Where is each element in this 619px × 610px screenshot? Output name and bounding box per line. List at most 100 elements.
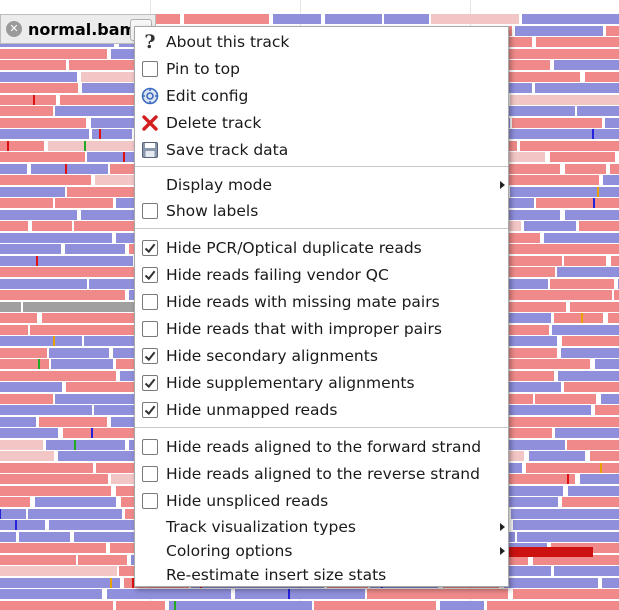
- menu-item-hide-unmapped[interactable]: Hide unmapped reads: [135, 397, 508, 423]
- read: [510, 186, 619, 197]
- read: [55, 198, 113, 208]
- read: [601, 393, 619, 404]
- read: [0, 497, 30, 507]
- menu-item-hide-failing-qc[interactable]: Hide reads failing vendor QC: [135, 262, 508, 288]
- read: [522, 14, 619, 24]
- read: [526, 462, 619, 473]
- read: [483, 359, 590, 369]
- menu-item-show-labels[interactable]: Show labels: [135, 198, 508, 224]
- checkbox-checked-icon: [140, 346, 160, 366]
- read: [487, 600, 619, 610]
- read: [513, 520, 619, 530]
- mismatch-mark: [600, 462, 602, 473]
- menu-item-label: Hide unspliced reads: [166, 492, 329, 510]
- mismatch-mark: [36, 255, 38, 266]
- read: [554, 566, 619, 576]
- checkbox-checked-icon: [140, 238, 160, 258]
- read: [610, 163, 619, 174]
- checkbox-icon: [140, 292, 160, 312]
- delete-icon: [140, 113, 160, 133]
- read: [562, 497, 619, 507]
- read: [0, 198, 53, 208]
- close-icon[interactable]: ✕: [6, 21, 22, 37]
- read: [0, 451, 54, 461]
- menu-item-hide-forward-strand[interactable]: Hide reads aligned to the forward strand: [135, 434, 508, 460]
- submenu-arrow-icon: [500, 547, 505, 555]
- read: [74, 221, 148, 231]
- menu-item-re-estimate-insert-size[interactable]: Re-estimate insert size stats: [135, 562, 508, 588]
- read: [503, 416, 619, 427]
- menu-item-hide-reverse-strand[interactable]: Hide reads aligned to the reverse strand: [135, 461, 508, 487]
- menu-item-about-this-track[interactable]: ? About this track: [135, 29, 508, 55]
- read: [23, 301, 160, 312]
- menu-item-label: Track visualization types: [166, 518, 356, 536]
- menu-item-label: Hide reads with missing mate pairs: [166, 293, 440, 311]
- menu-item-hide-supplementary[interactable]: Hide supplementary alignments: [135, 370, 508, 396]
- read: [74, 531, 161, 542]
- save-icon: [140, 140, 160, 160]
- menu-item-delete-track[interactable]: Delete track: [135, 110, 508, 136]
- read: [602, 577, 619, 588]
- checkbox-checked-icon: [140, 400, 160, 420]
- read: [325, 14, 382, 24]
- read: [495, 439, 565, 450]
- menu-item-spacer: [140, 541, 160, 561]
- read: [314, 600, 436, 610]
- menu-item-hide-missing-mate[interactable]: Hide reads with missing mate pairs: [135, 289, 508, 315]
- menu-item-hide-improper-pairs[interactable]: Hide reads that with improper pairs: [135, 316, 508, 342]
- read: [0, 508, 26, 519]
- checkbox-icon: [140, 59, 160, 79]
- read: [0, 140, 44, 151]
- read: [595, 359, 619, 369]
- read: [570, 301, 619, 312]
- menu-item-label: Pin to top: [166, 60, 240, 78]
- read: [0, 462, 93, 473]
- read: [554, 60, 619, 70]
- mismatch-mark: [91, 428, 93, 438]
- menu-item-label: Show labels: [166, 202, 259, 220]
- read: [499, 474, 575, 484]
- menu-item-hide-secondary[interactable]: Hide secondary alignments: [135, 343, 508, 369]
- menu-item-edit-config[interactable]: Edit config: [135, 83, 508, 109]
- menu-item-save-track-data[interactable]: Save track data: [135, 137, 508, 163]
- read: [69, 60, 190, 70]
- menu-item-hide-unspliced[interactable]: Hide unspliced reads: [135, 488, 508, 514]
- read: [504, 577, 598, 588]
- read: [273, 14, 321, 24]
- read: [46, 439, 125, 450]
- read: [81, 209, 164, 220]
- track-label[interactable]: ✕ normal.bam ▼: [0, 14, 156, 44]
- checkbox-icon: [140, 201, 160, 221]
- read: [595, 405, 619, 415]
- read: [0, 71, 77, 82]
- menu-item-pin-to-top[interactable]: Pin to top: [135, 56, 508, 82]
- read: [384, 14, 429, 24]
- menu-item-coloring-options[interactable]: Coloring options: [135, 538, 508, 564]
- menu-item-hide-pcr-duplicates[interactable]: Hide PCR/Optical duplicate reads: [135, 235, 508, 261]
- read: [558, 370, 619, 381]
- read: [84, 336, 166, 346]
- read: [533, 554, 619, 565]
- menu-item-label: Hide reads failing vendor QC: [166, 266, 389, 284]
- read: [552, 324, 619, 335]
- menu-item-label: Hide supplementary alignments: [166, 374, 415, 392]
- mismatch-mark: [581, 313, 583, 323]
- menu-item-track-visualization-types[interactable]: Track visualization types: [135, 514, 508, 540]
- read: [512, 117, 602, 128]
- read: [568, 485, 619, 496]
- read: [0, 301, 21, 312]
- read: [0, 313, 37, 323]
- read: [19, 531, 70, 542]
- read: [509, 547, 593, 557]
- read: [116, 600, 165, 610]
- read: [0, 531, 16, 542]
- read: [585, 71, 619, 82]
- read: [605, 117, 619, 128]
- read: [536, 198, 619, 208]
- checkbox-icon: [140, 491, 160, 511]
- read: [0, 117, 86, 128]
- read: [0, 439, 43, 450]
- read: [535, 393, 596, 404]
- menu-item-display-mode[interactable]: Display mode: [135, 172, 508, 198]
- menu-item-label: Display mode: [166, 176, 273, 194]
